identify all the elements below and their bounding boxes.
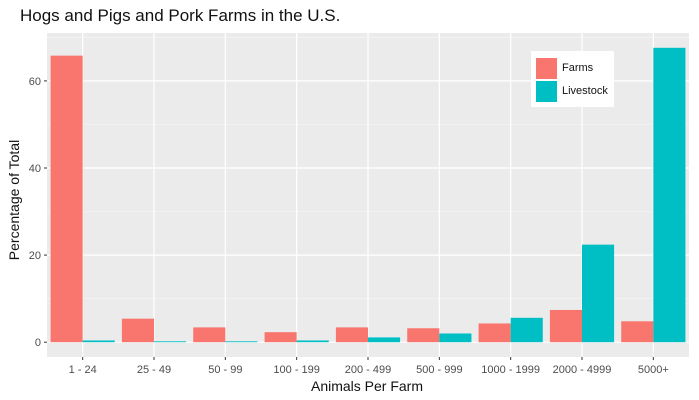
bar-farms-4 <box>335 327 368 343</box>
x-tick-label: 1000 - 1999 <box>481 364 540 376</box>
bar-livestock-7 <box>582 244 615 343</box>
bar-farms-0 <box>50 55 83 343</box>
bar-livestock-6 <box>510 317 543 343</box>
bar-livestock-0 <box>82 340 115 343</box>
bar-livestock-1 <box>154 341 187 343</box>
y-tick-label: 20 <box>29 250 41 262</box>
bar-livestock-4 <box>368 337 401 343</box>
bar-farms-3 <box>264 332 297 343</box>
x-axis-label: Animals Per Farm <box>310 378 424 394</box>
legend-label-livestock: Livestock <box>562 85 608 97</box>
x-tick-label: 1 - 24 <box>69 364 97 376</box>
x-tick-label: 200 - 499 <box>345 364 391 376</box>
legend-label-farms: Farms <box>562 62 594 74</box>
x-tick-label: 50 - 99 <box>208 364 242 376</box>
bar-farms-1 <box>121 318 154 343</box>
bar-farms-5 <box>407 328 440 343</box>
x-tick-label: 500 - 999 <box>416 364 462 376</box>
bar-farms-2 <box>193 327 226 343</box>
bar-livestock-2 <box>225 341 258 343</box>
bar-farms-6 <box>478 323 511 343</box>
x-tick-label: 2000 - 4999 <box>553 364 612 376</box>
chart-title: Hogs and Pigs and Pork Farms in the U.S. <box>20 6 341 25</box>
y-tick-label: 0 <box>35 337 41 349</box>
legend-key-farms <box>536 58 557 79</box>
y-tick-label: 40 <box>29 163 41 175</box>
bar-livestock-5 <box>439 333 472 343</box>
x-tick-label: 100 - 199 <box>273 364 319 376</box>
legend: Farms Livestock <box>531 51 614 107</box>
bar-farms-8 <box>621 321 654 343</box>
legend-key-livestock <box>536 81 557 102</box>
y-tick-label: 60 <box>29 76 41 88</box>
x-tick-label: 5000+ <box>638 364 669 376</box>
bar-farms-7 <box>549 309 582 343</box>
x-tick-label: 25 - 49 <box>137 364 171 376</box>
bar-livestock-3 <box>296 340 329 343</box>
bar-livestock-8 <box>653 47 686 343</box>
